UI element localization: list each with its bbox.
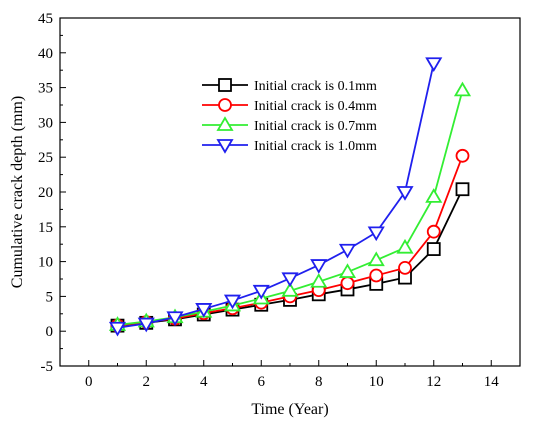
data-point bbox=[455, 182, 470, 197]
y-tick-label: 30 bbox=[38, 115, 53, 131]
x-tick-label: 14 bbox=[484, 374, 500, 390]
data-point bbox=[310, 272, 328, 288]
data-point bbox=[252, 284, 270, 300]
data-point bbox=[367, 251, 385, 267]
legend-label: Initial crack is 0.1mm bbox=[254, 79, 377, 94]
data-point bbox=[166, 311, 184, 327]
data-point bbox=[425, 57, 443, 73]
plot-area: 0 2 4 6 8 10 12 14 -5 0 5 10 15 20 25 30 35 40 45 bbox=[38, 11, 521, 390]
series-line bbox=[117, 63, 435, 329]
data-point bbox=[310, 259, 328, 274]
data-point bbox=[223, 294, 242, 310]
data-point bbox=[338, 243, 357, 259]
y-tick-label: 35 bbox=[38, 81, 53, 97]
legend-marker bbox=[218, 78, 232, 92]
series-4 bbox=[108, 57, 443, 337]
data-point bbox=[281, 272, 299, 288]
data-point bbox=[367, 226, 385, 242]
data-point bbox=[340, 276, 355, 291]
legend-item-3: Initial crack is 0.7mm bbox=[202, 116, 377, 134]
legend-marker bbox=[216, 116, 234, 131]
data-point bbox=[396, 186, 414, 201]
legend-item-4: Initial crack is 1.0mm bbox=[202, 139, 377, 154]
legend-item-1: Initial crack is 0.1mm bbox=[202, 78, 377, 94]
legend-label: Initial crack is 1.0mm bbox=[254, 139, 377, 154]
x-axis-title: Time (Year) bbox=[251, 401, 328, 418]
data-point bbox=[338, 263, 357, 278]
data-point bbox=[453, 81, 472, 97]
plot-frame bbox=[59, 17, 521, 367]
y-tick-label: 15 bbox=[38, 220, 53, 236]
data-point bbox=[426, 224, 441, 239]
x-tick-label: 6 bbox=[258, 374, 266, 390]
data-point bbox=[426, 242, 441, 256]
data-point bbox=[108, 321, 127, 337]
x-tick-label: 2 bbox=[143, 374, 151, 390]
y-tick-label: 10 bbox=[38, 255, 53, 271]
legend-label: Initial crack is 0.4mm bbox=[254, 99, 377, 114]
y-tick-label: 40 bbox=[38, 46, 53, 62]
data-point bbox=[425, 188, 443, 203]
legend: Initial crack is 0.1mm Initial crack is 0… bbox=[202, 78, 377, 154]
y-tick-label: 0 bbox=[46, 324, 54, 340]
y-tick-label: 25 bbox=[38, 150, 53, 166]
legend-item-2: Initial crack is 0.4mm bbox=[202, 98, 377, 114]
data-point bbox=[369, 268, 384, 283]
x-tick-label: 10 bbox=[369, 374, 384, 390]
legend-marker bbox=[216, 139, 234, 154]
data-point bbox=[455, 148, 470, 163]
x-tick-label: 12 bbox=[426, 374, 441, 390]
y-tick-label: 45 bbox=[38, 11, 53, 27]
x-tick-label: 4 bbox=[200, 374, 208, 390]
data-point bbox=[281, 282, 299, 297]
y-tick-label: 20 bbox=[38, 185, 53, 201]
x-tick-label: 0 bbox=[85, 374, 93, 390]
data-point bbox=[195, 303, 213, 318]
data-point bbox=[137, 317, 155, 333]
legend-marker bbox=[218, 98, 232, 112]
series-1 bbox=[110, 182, 470, 333]
data-point bbox=[396, 238, 414, 254]
y-tick-label: 5 bbox=[46, 289, 54, 305]
data-point bbox=[398, 260, 412, 275]
legend-label: Initial crack is 0.7mm bbox=[254, 119, 377, 134]
y-tick-label: -5 bbox=[41, 359, 54, 375]
y-axis-title: Cumulative crack depth (mm) bbox=[9, 96, 26, 288]
x-tick-label: 8 bbox=[315, 374, 323, 390]
